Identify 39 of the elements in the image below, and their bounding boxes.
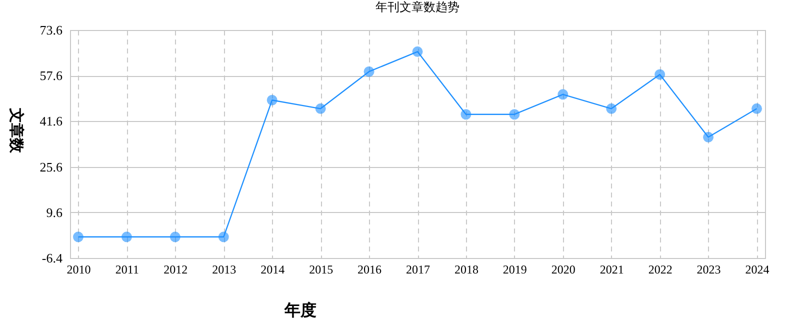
x-tick-label: 2014 xyxy=(260,262,285,276)
point xyxy=(752,103,762,114)
x-tick-label: 2016 xyxy=(358,262,382,276)
point xyxy=(412,46,423,57)
y-tick-label: 41.6 xyxy=(40,114,63,129)
x-tick-label: 2024 xyxy=(745,262,770,276)
x-tick-label: 2012 xyxy=(164,262,188,276)
point xyxy=(654,69,666,80)
x-tick-label: 2022 xyxy=(648,262,672,276)
chart-title: 年刊文章数趋势 xyxy=(376,0,460,14)
y-tick-label: 57.6 xyxy=(40,68,63,84)
point xyxy=(72,232,84,242)
point xyxy=(509,109,520,120)
point xyxy=(315,103,326,114)
x-tick-label: 2013 xyxy=(212,262,236,276)
point xyxy=(558,89,568,100)
y-tick-label: -6.4 xyxy=(42,250,63,266)
point xyxy=(121,232,132,242)
x-tick-label: 2010 xyxy=(66,262,91,276)
point xyxy=(460,109,472,120)
point xyxy=(364,66,374,77)
y-tick-label: 73.6 xyxy=(40,22,63,38)
y-tick-label: 25.6 xyxy=(40,159,63,174)
point xyxy=(703,132,714,142)
x-tick-label: 2023 xyxy=(696,262,721,276)
y-axis-title: 文章数 xyxy=(8,107,26,154)
x-tick-label: 2011 xyxy=(115,262,139,276)
point xyxy=(606,103,617,114)
point xyxy=(170,232,180,242)
x-tick-label: 2020 xyxy=(551,262,576,276)
point xyxy=(218,232,229,242)
x-tick-label: 2017 xyxy=(406,262,430,276)
x-tick-label: 2021 xyxy=(600,262,624,276)
x-tick-label: 2019 xyxy=(502,262,527,276)
x-tick-label: 2018 xyxy=(454,262,478,276)
point xyxy=(266,94,278,106)
x-tick-label: 2015 xyxy=(309,262,334,276)
y-tick-label: 9.6 xyxy=(46,204,63,220)
x-axis-title: 年度 xyxy=(284,300,316,320)
